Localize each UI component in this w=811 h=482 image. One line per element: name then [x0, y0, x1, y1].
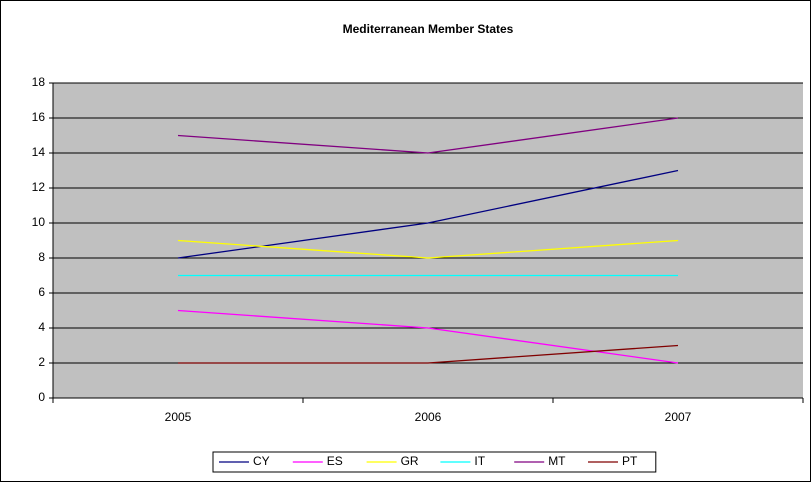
y-tick-label: 4 [38, 320, 45, 334]
y-tick-label: 16 [32, 110, 46, 124]
legend-label: IT [474, 454, 485, 468]
legend-label: GR [401, 454, 419, 468]
y-tick-label: 12 [32, 180, 46, 194]
legend [212, 451, 657, 473]
series-line [177, 239, 679, 259]
x-tick-label: 2006 [415, 410, 442, 424]
x-tick-label: 2005 [165, 410, 192, 424]
legend-label: ES [327, 454, 343, 468]
series-line [178, 344, 679, 364]
plot-area [53, 83, 803, 398]
y-tick-label: 0 [38, 390, 45, 404]
y-tick-label: 2 [38, 355, 45, 369]
y-tick-label: 6 [38, 285, 45, 299]
chart-title: Mediterranean Member States [343, 22, 514, 36]
legend-label: CY [253, 454, 270, 468]
y-tick-label: 8 [38, 250, 45, 264]
series-line [177, 117, 679, 154]
y-tick-label: 18 [32, 75, 46, 89]
y-tick-label: 10 [32, 215, 46, 229]
legend-label: PT [622, 454, 638, 468]
x-tick-label: 2007 [665, 410, 692, 424]
legend-label: MT [548, 454, 566, 468]
y-tick-label: 14 [32, 145, 46, 159]
